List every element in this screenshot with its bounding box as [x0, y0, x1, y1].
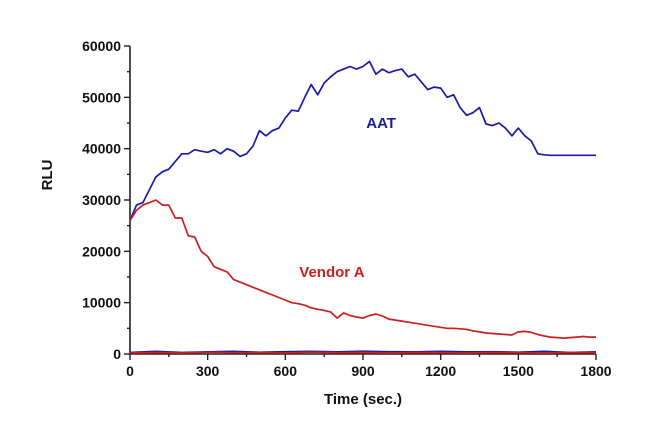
- y-tick-label: 0: [113, 346, 121, 362]
- baseline-series-line-3: [129, 351, 597, 354]
- y-tick-label: 60000: [82, 38, 121, 54]
- y-axis-title: RLU: [39, 160, 56, 191]
- series-line-vendor-a: [129, 199, 596, 339]
- y-tick-label: 20000: [82, 243, 121, 259]
- series-label-aat: AAT: [366, 115, 396, 132]
- chart-series: [129, 60, 597, 354]
- x-tick-label: 600: [274, 363, 298, 379]
- x-tick-label: 1200: [425, 363, 456, 379]
- chart-labels: AAT Vendor A: [299, 115, 396, 281]
- y-tick-label: 10000: [82, 295, 121, 311]
- x-tick-label: 0: [126, 363, 134, 379]
- x-axis-title: Time (sec.): [324, 391, 402, 408]
- series-line-aat: [129, 60, 596, 221]
- y-tick-label: 40000: [82, 141, 121, 157]
- x-tick-label: 900: [351, 363, 375, 379]
- y-tick-label: 50000: [82, 89, 121, 105]
- x-tick-label: 300: [196, 363, 220, 379]
- chart-axes: 0 10000 20000 30000 40000 50000 60000 0 300 600 90…: [82, 38, 612, 379]
- series-label-vendor-a: Vendor A: [299, 264, 364, 281]
- x-tick-label: 1800: [580, 363, 611, 379]
- y-tick-label: 30000: [82, 192, 121, 208]
- x-tick-label: 1500: [503, 363, 534, 379]
